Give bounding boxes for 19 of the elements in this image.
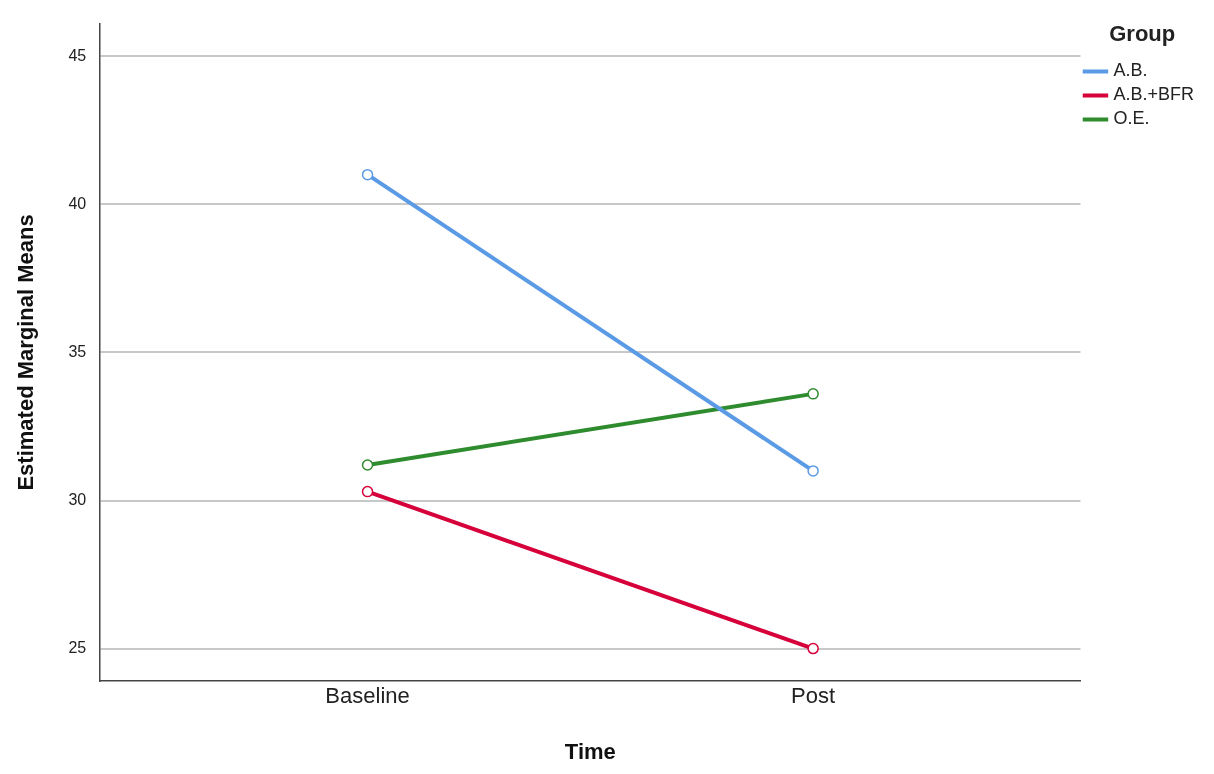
y-tick-label: 30 [68,490,87,508]
y-tick-label: 35 [68,342,87,360]
point [807,642,819,655]
y-axis-title: Estimated Marginal Means [13,214,39,491]
point [361,459,374,471]
point [361,485,374,498]
x-axis-title: Time [564,738,616,764]
x-tick-label: Baseline [325,683,410,709]
y-tick-label: 45 [68,46,87,64]
x-tick-label: Post [791,683,836,709]
point [807,388,819,400]
point [361,168,374,181]
legend-title: Group [1109,21,1176,47]
y-tick-label: 40 [68,194,87,212]
legend-label: A.B.+BFR [1113,84,1195,105]
legend-label: A.B. [1113,60,1148,81]
y-tick-label: 25 [68,639,87,657]
point [807,465,819,477]
legend-label: O.E. [1113,108,1150,129]
